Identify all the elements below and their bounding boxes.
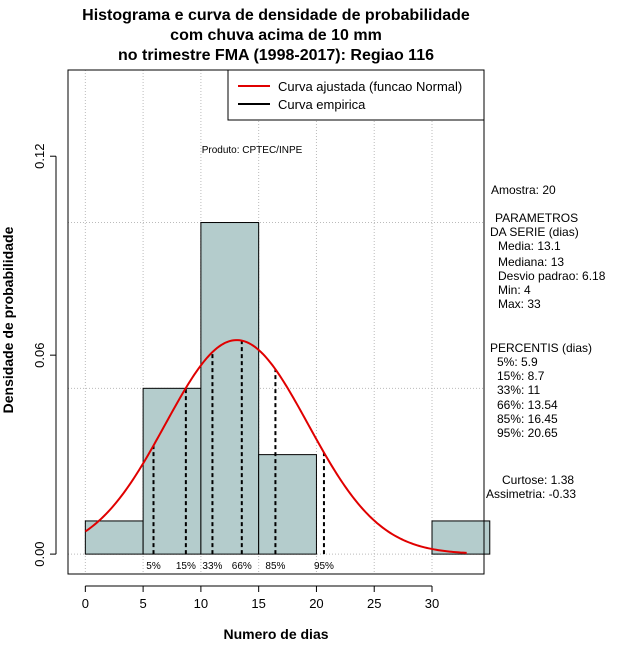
x-tick-label: 25 <box>367 596 381 611</box>
percentile-label: 95% <box>314 561 334 572</box>
stat-percentis-title: PERCENTIS (dias) <box>490 341 592 355</box>
legend: Curva ajustada (funcao Normal) Curva emp… <box>227 69 485 121</box>
legend-box <box>227 69 485 121</box>
percentile-label: 5% <box>146 561 161 572</box>
stat-mediana: Mediana: 13 <box>498 255 564 269</box>
percentile-label: 33% <box>202 561 222 572</box>
y-axis-title: Densidade de probabilidade <box>0 226 16 413</box>
chart-title-line-2: com chuva acima de 10 mm <box>170 27 382 44</box>
y-tick-label: 0.00 <box>32 541 47 566</box>
percentile-label: 85% <box>265 561 285 572</box>
x-tick-label: 20 <box>309 596 323 611</box>
stat-assimetria: Assimetria: -0.33 <box>486 487 576 501</box>
stat-p95: 95%: 20.65 <box>497 426 558 440</box>
x-tick-label: 15 <box>251 596 265 611</box>
y-tick-label: 0.12 <box>32 144 47 169</box>
stat-p33: 33%: 11 <box>497 383 540 397</box>
x-tick-label: 10 <box>194 596 208 611</box>
stat-media: Media: 13.1 <box>498 239 561 253</box>
histogram-bar <box>258 454 317 555</box>
stat-p66: 66%: 13.54 <box>497 398 558 412</box>
stat-max: Max: 33 <box>498 297 541 311</box>
stat-curtose: Curtose: 1.38 <box>502 473 574 487</box>
stat-p5: 5%: 5.9 <box>497 355 538 369</box>
stat-params-title-1: PARAMETROS <box>495 211 578 225</box>
normal-fit-curve <box>84 339 467 554</box>
legend-label-fitted: Curva ajustada (funcao Normal) <box>278 79 462 94</box>
stat-desvio: Desvio padrao: 6.18 <box>498 269 606 283</box>
stats-panel: Amostra: 20 PARAMETROS DA SERIE (dias) M… <box>486 183 606 501</box>
stat-min: Min: 4 <box>498 283 531 297</box>
product-annotation: Produto: CPTEC/INPE <box>202 145 303 156</box>
stat-params-title-2: DA SERIE (dias) <box>490 225 579 239</box>
x-tick-label: 30 <box>425 596 439 611</box>
histogram-bar <box>200 222 260 555</box>
stat-p15: 15%: 8.7 <box>497 369 545 383</box>
x-tick-label: 0 <box>82 596 89 611</box>
stat-amostra: Amostra: 20 <box>491 183 556 197</box>
percentile-label: 15% <box>176 561 196 572</box>
stat-p85: 85%: 16.45 <box>497 412 558 426</box>
histogram-bar <box>142 387 202 555</box>
chart-title-line-1: Histograma e curva de densidade de proba… <box>82 7 470 24</box>
legend-label-empirical: Curva empirica <box>278 97 366 112</box>
x-tick-label: 5 <box>139 596 146 611</box>
y-tick-label: 0.06 <box>32 343 47 368</box>
histogram-bar <box>431 520 491 555</box>
x-axis-title: Numero de dias <box>223 626 328 642</box>
percentile-label: 66% <box>232 561 252 572</box>
chart-title-line-3: no trimestre FMA (1998-2017): Regiao 116 <box>118 47 434 64</box>
